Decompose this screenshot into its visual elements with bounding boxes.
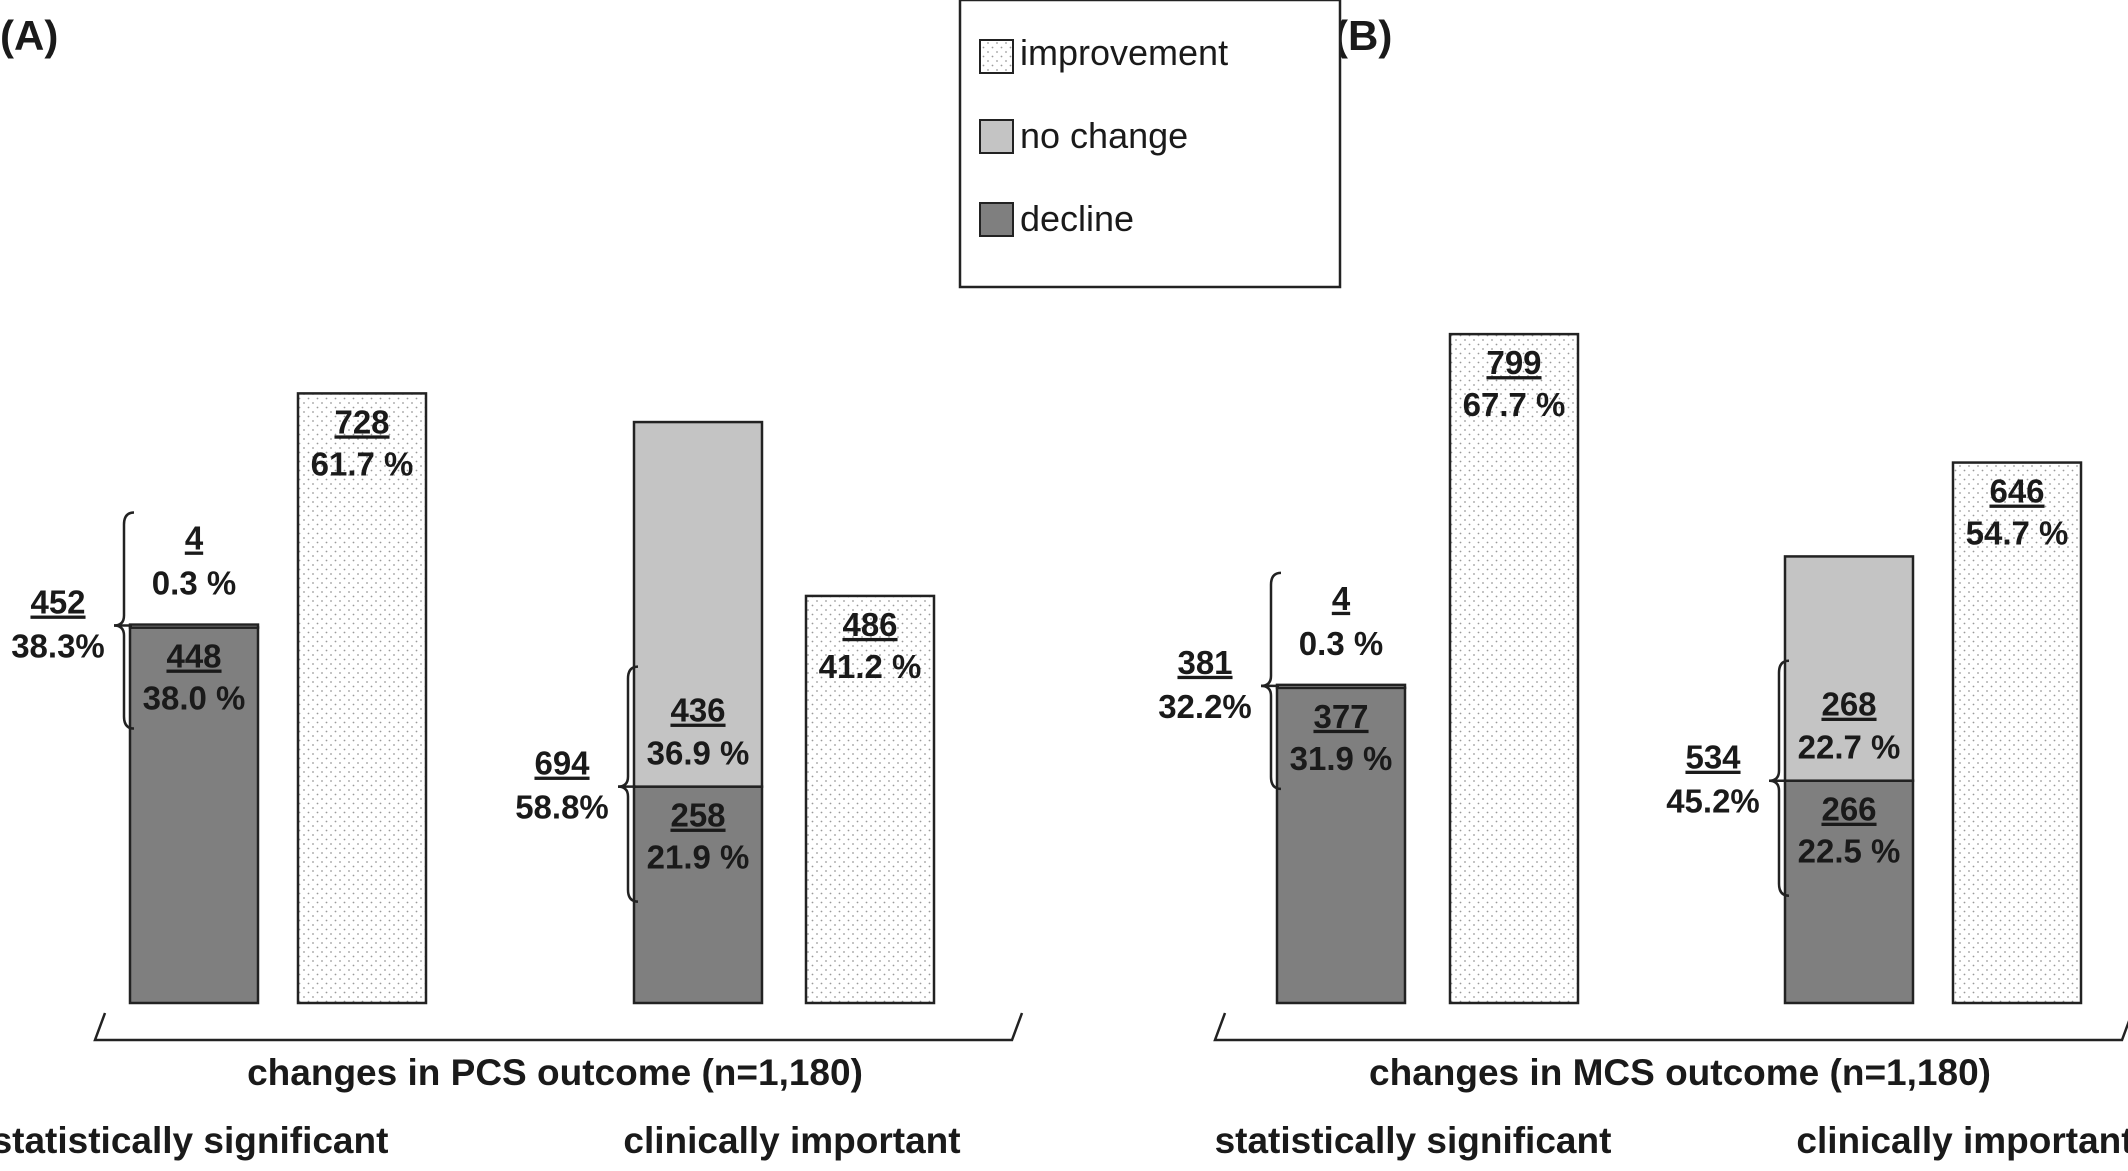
legend-label-decline: decline	[1020, 198, 1134, 239]
group-label: statistically significant	[0, 1120, 388, 1161]
bar-count-label: 258	[670, 797, 725, 834]
group-label: clinically important	[623, 1120, 960, 1161]
bar-count-label: 266	[1821, 791, 1876, 828]
bar-group: 4 0.3 % 448 38.0 % 452 38.3% 728 61.7 % statisti…	[0, 392, 428, 1161]
bar-segment-decline	[1275, 686, 1407, 1005]
panel-a: (A) 4 0.3 % 448 38.0 % 452 38.3% 728 61.7 % stati…	[0, 12, 1024, 1161]
bar-count-label: 4	[185, 520, 204, 557]
total-count-label: 381	[1177, 644, 1232, 681]
group-label: statistically significant	[1215, 1120, 1612, 1161]
bar-segment-no-change	[632, 420, 764, 788]
bar-count-label: 448	[166, 638, 221, 675]
bar-percent-label: 22.7 %	[1798, 729, 1901, 766]
bar-segment-improvement	[804, 594, 936, 1005]
bar-segment-improvement	[1448, 332, 1580, 1005]
bar-count-label: 377	[1313, 698, 1368, 735]
total-count-label: 534	[1685, 739, 1741, 776]
axis-brace-line	[93, 1012, 1024, 1042]
x-axis-title: changes in PCS outcome (n=1,180)	[247, 1052, 863, 1093]
panel-b: (B) 4 0.3 % 377 31.9 % 381 32.2% 799 67.7 % stati…	[1158, 12, 2128, 1161]
bar-segment-no-change	[128, 623, 260, 629]
legend-swatch-decline	[979, 202, 1014, 237]
group-label: clinically important	[1796, 1120, 2128, 1161]
bar-group: 436 36.9 % 258 21.9 % 694 58.8% 486 41.2 % clini…	[515, 420, 961, 1161]
total-percent-label: 38.3%	[11, 628, 105, 665]
x-axis-brace	[1213, 1012, 2128, 1042]
legend-swatch-no-change	[979, 119, 1014, 154]
legend-label-no-change: no change	[1020, 115, 1188, 156]
panel-letter: (A)	[0, 12, 58, 59]
bar-percent-label: 38.0 %	[143, 680, 246, 717]
total-count-label: 694	[534, 745, 590, 782]
bar-count-label: 268	[1821, 686, 1876, 723]
legend-label-improvement: improvement	[1020, 32, 1228, 73]
bar-percent-label: 21.9 %	[647, 839, 750, 876]
total-percent-label: 32.2%	[1158, 688, 1252, 725]
total-percent-label: 45.2%	[1666, 783, 1760, 820]
bar-count-label: 436	[670, 692, 725, 729]
bar-percent-label: 0.3 %	[1299, 625, 1383, 662]
bar-percent-label: 54.7 %	[1966, 515, 2069, 552]
panel-letter: (B)	[1334, 12, 1392, 59]
bar-group: 4 0.3 % 377 31.9 % 381 32.2% 799 67.7 % statisti…	[1158, 332, 1612, 1161]
bar-segment-no-change	[1275, 683, 1407, 690]
bar-percent-label: 31.9 %	[1290, 740, 1393, 777]
bar-segment-decline	[1783, 779, 1915, 1005]
bar-count-label: 799	[1486, 344, 1541, 381]
bar-count-label: 646	[1989, 473, 2044, 510]
bar-percent-label: 41.2 %	[819, 648, 922, 685]
bar-segment-improvement	[296, 392, 428, 1005]
bar-percent-label: 22.5 %	[1798, 833, 1901, 870]
bar-count-label: 486	[842, 606, 897, 643]
bar-percent-label: 61.7 %	[311, 445, 414, 482]
bar-segment-decline	[128, 626, 260, 1005]
bar-count-label: 4	[1332, 580, 1351, 617]
bar-percent-label: 67.7 %	[1463, 386, 1566, 423]
total-percent-label: 58.8%	[515, 789, 609, 826]
bar-count-label: 728	[334, 403, 389, 440]
bar-segment-improvement	[1951, 461, 2083, 1005]
bar-segment-no-change	[1783, 555, 1915, 782]
bar-percent-label: 36.9 %	[647, 735, 750, 772]
axis-brace-line	[1213, 1012, 2128, 1042]
bar-group: 268 22.7 % 266 22.5 % 534 45.2% 646 54.7 % clini…	[1666, 461, 2128, 1161]
legend-box	[958, 0, 1342, 289]
legend-swatch-improvement	[979, 39, 1014, 74]
x-axis-title: changes in MCS outcome (n=1,180)	[1369, 1052, 1991, 1093]
legend: improvement no change decline	[958, 0, 1342, 289]
x-axis-brace	[93, 1012, 1024, 1042]
bar-percent-label: 0.3 %	[152, 565, 236, 602]
total-count-label: 452	[30, 584, 85, 621]
